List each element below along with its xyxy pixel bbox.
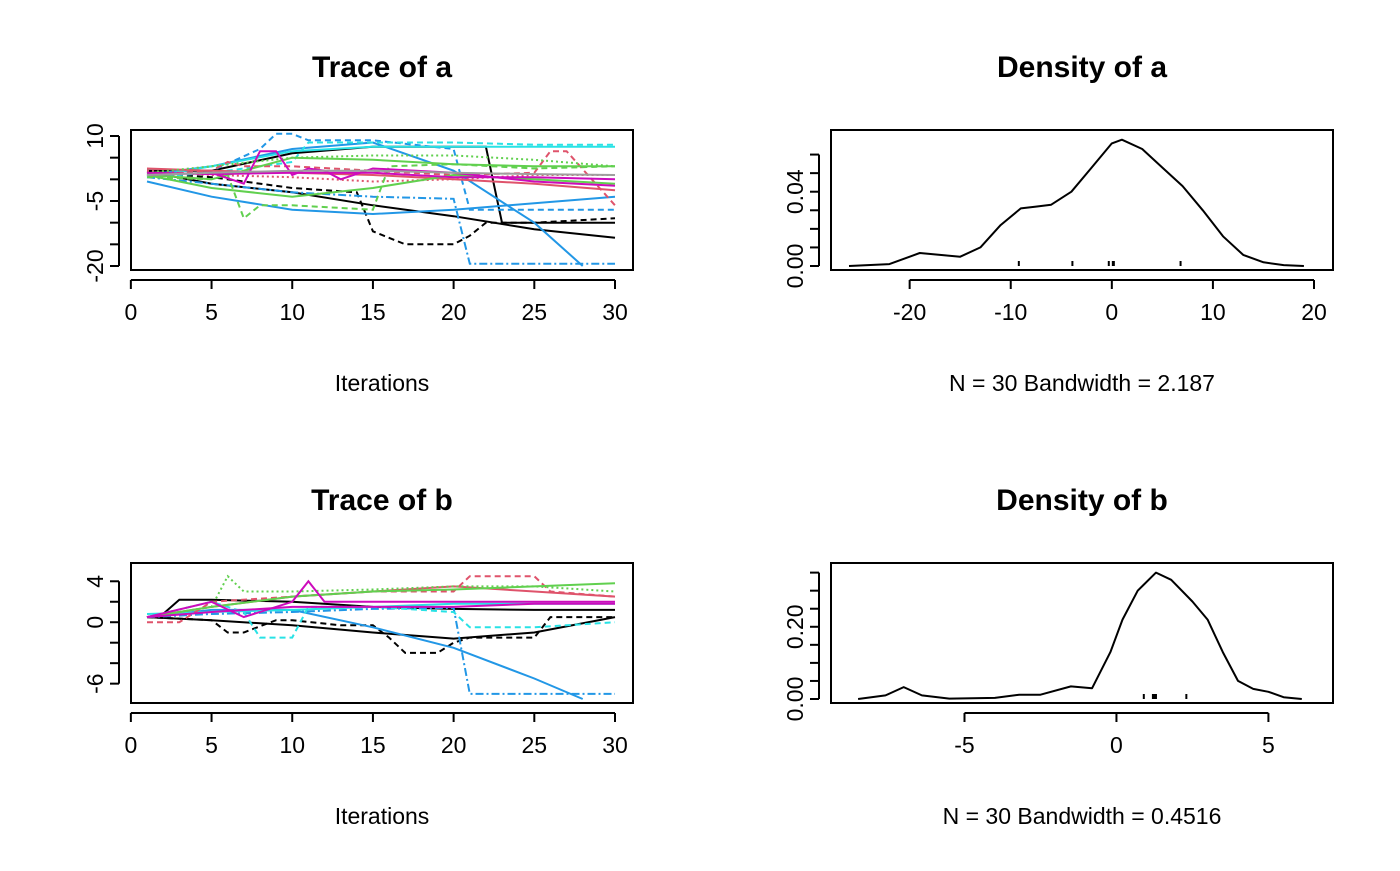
trace-b-xlabel: Iterations bbox=[335, 803, 430, 829]
trace-b-series-1 bbox=[146, 616, 615, 654]
trace-a-x-tick-label-4: 20 bbox=[441, 299, 467, 325]
trace-a-x-tick-label-6: 30 bbox=[602, 299, 628, 325]
trace-b-y-tick-label-3: 0 bbox=[82, 616, 108, 629]
trace-b-series-0 bbox=[146, 616, 616, 640]
trace-a-series-6 bbox=[146, 180, 616, 216]
trace-a-x-tick-label-0: 0 bbox=[124, 299, 137, 325]
trace-b-series-12 bbox=[146, 602, 615, 619]
density-b-plot-frame bbox=[830, 562, 1334, 704]
density-a-data bbox=[848, 138, 1304, 267]
density-a-x-tick-label-4: 20 bbox=[1301, 299, 1327, 325]
trace-a-series-4 bbox=[146, 176, 615, 265]
trace-a-x-tick-label-2: 10 bbox=[279, 299, 305, 325]
trace-b-x-tick-label-6: 30 bbox=[602, 732, 628, 758]
density-b-x-tick-label-0: -5 bbox=[954, 732, 974, 758]
trace-a-series-8 bbox=[146, 141, 615, 179]
density-a-y-tick-label-0: 0.00 bbox=[782, 244, 808, 289]
density-a-plot-frame bbox=[830, 129, 1334, 271]
density-b-y-tick-label-4: 0.20 bbox=[782, 604, 808, 649]
density-b-y-tick-label-0: 0.00 bbox=[782, 677, 808, 722]
density-a-panel: Density of a N = 30 Bandwidth = 2.187 -20 -… bbox=[782, 51, 1334, 396]
density-b-title: Density of b bbox=[996, 484, 1168, 517]
trace-a-y-tick-label-3: -5 bbox=[82, 191, 108, 211]
density-a-x-tick-label-2: 0 bbox=[1105, 299, 1118, 325]
trace-b-data bbox=[146, 574, 616, 700]
density-a-y-tick-label-4: 0.04 bbox=[782, 169, 808, 214]
trace-b-x-tick-label-5: 25 bbox=[522, 732, 548, 758]
trace-b-y-tick-label-0: -6 bbox=[82, 673, 108, 693]
trace-a-series-15 bbox=[146, 154, 616, 174]
trace-a-plot-frame bbox=[130, 129, 634, 271]
density-a-x-tick-label-3: 10 bbox=[1200, 299, 1226, 325]
trace-a-x-tick-label-3: 15 bbox=[360, 299, 386, 325]
trace-a-series-18 bbox=[146, 169, 616, 176]
trace-b-x-tick-label-3: 15 bbox=[360, 732, 386, 758]
density-a-xlabel: N = 30 Bandwidth = 2.187 bbox=[949, 370, 1215, 396]
trace-a-series-5 bbox=[146, 132, 615, 211]
trace-a-x-tick-label-5: 25 bbox=[522, 299, 548, 325]
density-b-x-tick-label-1: 0 bbox=[1110, 732, 1123, 758]
density-b-density-curve bbox=[857, 571, 1302, 700]
trace-a-y-tick-label-0: -20 bbox=[82, 249, 108, 282]
trace-b-series-11 bbox=[146, 579, 615, 619]
trace-b-series-9 bbox=[146, 574, 616, 619]
trace-b-plot-frame bbox=[130, 562, 634, 704]
trace-b-x-tick-label-0: 0 bbox=[124, 732, 137, 758]
density-b-x-tick-label-2: 5 bbox=[1262, 732, 1275, 758]
trace-b-series-10 bbox=[146, 582, 616, 619]
trace-b-x-tick-label-4: 20 bbox=[441, 732, 467, 758]
trace-b-x-tick-label-2: 10 bbox=[279, 732, 305, 758]
trace-a-panel: Trace of a Iterations 0 5 10 15 20 25 30 -20 -5 10 bbox=[82, 51, 634, 396]
density-a-x-tick-label-0: -20 bbox=[893, 299, 926, 325]
trace-b-series-4 bbox=[146, 606, 615, 695]
trace-a-series-10 bbox=[146, 150, 616, 206]
trace-b-x-tick-label-1: 5 bbox=[205, 732, 218, 758]
trace-a-series-11 bbox=[146, 169, 615, 183]
density-a-x-tick-label-1: -10 bbox=[994, 299, 1027, 325]
density-b-xlabel: N = 30 Bandwidth = 0.4516 bbox=[943, 803, 1222, 829]
trace-b-y-tick-label-5: 4 bbox=[82, 575, 108, 588]
trace-a-xlabel: Iterations bbox=[335, 370, 430, 396]
trace-a-series-7 bbox=[146, 145, 615, 179]
trace-b-title: Trace of b bbox=[311, 484, 453, 517]
trace-a-title: Trace of a bbox=[312, 51, 452, 84]
density-b-data bbox=[857, 571, 1302, 700]
trace-a-series-17 bbox=[146, 171, 616, 181]
density-a-density-curve bbox=[848, 138, 1304, 267]
trace-a-data bbox=[146, 132, 616, 267]
trace-a-x-tick-label-1: 5 bbox=[205, 299, 218, 325]
density-b-panel: Density of b N = 30 Bandwidth = 0.4516 -5 0… bbox=[782, 484, 1334, 829]
trace-a-series-14 bbox=[146, 173, 616, 198]
trace-b-series-3 bbox=[146, 608, 584, 700]
density-a-title: Density of a bbox=[997, 51, 1167, 84]
trace-a-y-tick-label-6: 10 bbox=[82, 123, 108, 149]
trace-b-panel: Trace of b Iterations 0 5 10 15 20 25 30 -6 0 4 bbox=[82, 484, 634, 829]
